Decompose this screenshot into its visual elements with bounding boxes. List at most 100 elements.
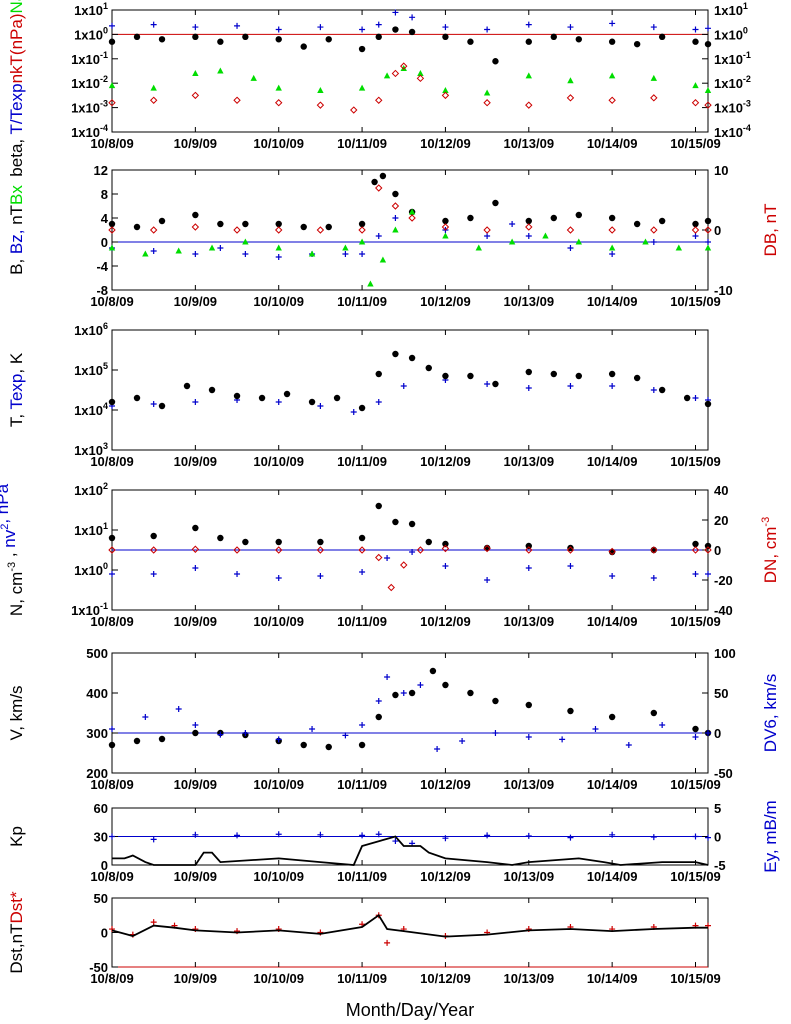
data-point-Kp-blue (392, 838, 399, 845)
data-point-beta-blue (192, 24, 199, 31)
data-point-V-blue (625, 742, 632, 748)
data-point-V-black (525, 701, 532, 709)
data-point-beta-green (650, 74, 658, 81)
data-point-Kp-blue (567, 834, 574, 841)
data-point-T-black (425, 364, 432, 372)
data-point-V-blue (400, 690, 407, 696)
y-right-axis-label-Kp: Ey, mB/m (761, 800, 780, 872)
x-axis-title: Month/Day/Year (346, 1000, 474, 1020)
data-point-N-blue (409, 549, 416, 555)
data-point-N-black (150, 532, 157, 540)
x-tick-label: 10/8/09 (90, 136, 133, 151)
data-point-B-green (308, 250, 316, 257)
x-tick-label: 10/8/09 (90, 777, 133, 792)
x-tick-label: 10/11/09 (337, 869, 387, 884)
data-point-B-blue (609, 251, 616, 257)
data-point-B-red (525, 223, 533, 231)
data-point-beta-red (375, 96, 383, 104)
data-point-Dst-red (384, 939, 391, 946)
x-tick-label: 10/15/09 (670, 136, 721, 151)
data-point-N-red (358, 546, 366, 554)
data-point-T-black (183, 382, 191, 390)
y-axis-label-part: nT (7, 205, 26, 225)
data-point-V-black (158, 735, 166, 743)
y-tick-label: 400 (86, 686, 108, 701)
y-tick-label: -4 (96, 259, 108, 274)
data-point-N-black (392, 518, 399, 526)
data-point-B-green (379, 256, 387, 263)
data-point-B-green (608, 244, 616, 251)
x-tick-label: 10/14/09 (587, 454, 638, 469)
data-point-N-red (316, 546, 325, 554)
data-point-beta-black (133, 33, 141, 41)
y-axis-label-part: Dst* (7, 891, 26, 924)
x-tick-label: 10/10/09 (253, 777, 304, 792)
data-point-T-blue (692, 395, 699, 401)
data-point-V-blue (492, 730, 499, 736)
data-point-beta-green (442, 87, 449, 94)
data-point-N-red (233, 546, 241, 554)
x-tick-label: 10/9/09 (174, 454, 217, 469)
x-tick-label: 10/9/09 (174, 777, 217, 792)
data-point-B-blue (525, 233, 532, 239)
data-point-B-black (325, 223, 332, 231)
data-point-B-black (275, 220, 282, 228)
y-tick-label: 1x106 (74, 321, 108, 338)
data-point-beta-red (608, 96, 616, 104)
data-point-B-blue (217, 245, 224, 251)
y-axis-label-part: , (0, 548, 19, 562)
data-point-T-black (525, 368, 532, 376)
data-point-beta-black (492, 58, 499, 65)
data-point-beta-green (217, 67, 224, 74)
data-point-beta-black (108, 38, 116, 45)
data-point-T-blue (400, 383, 407, 389)
data-point-V-blue (142, 714, 149, 720)
data-point-N-red (566, 546, 575, 554)
data-point-B-black (133, 223, 141, 231)
data-point-T-black (608, 370, 616, 378)
data-point-N-blue (150, 571, 157, 577)
data-point-B-blue (192, 251, 199, 257)
data-point-N-black (408, 520, 416, 528)
data-point-T-black (258, 394, 266, 402)
x-tick-label: 10/12/09 (420, 614, 471, 629)
data-point-beta-blue (375, 21, 382, 28)
y-tick-label: 1x103 (74, 441, 108, 458)
data-point-beta-black (692, 38, 699, 45)
data-point-B-blue (509, 221, 516, 227)
y-right-tick-label: -40 (714, 603, 733, 618)
y-axis-label-part: N, cm (7, 572, 26, 616)
x-tick-label: 10/12/09 (420, 777, 471, 792)
data-point-beta-black (275, 36, 282, 43)
data-point-beta-black (158, 36, 166, 43)
x-tick-label: 10/11/09 (337, 454, 387, 469)
x-tick-label: 10/15/09 (670, 971, 721, 986)
data-point-B-green (342, 244, 349, 251)
y-right-tick-label: -50 (714, 766, 733, 781)
data-point-beta-green (704, 87, 712, 94)
y-right-tick-label: 0 (714, 830, 721, 845)
x-tick-label: 10/11/09 (337, 136, 387, 151)
data-point-V-blue (525, 734, 532, 740)
data-point-N-red (691, 546, 700, 554)
data-point-N-blue (692, 571, 699, 577)
data-point-beta-red (391, 69, 400, 78)
data-point-V-black (650, 709, 658, 717)
x-tick-label: 10/9/09 (174, 614, 217, 629)
data-point-T-black (233, 392, 241, 400)
x-tick-label: 10/13/09 (503, 971, 554, 986)
data-point-beta-blue (150, 21, 157, 28)
data-point-beta-black (408, 28, 416, 36)
data-point-V-black (300, 741, 307, 749)
data-point-B-black (692, 220, 699, 228)
data-point-beta-green (567, 77, 574, 84)
data-point-B-green (392, 226, 399, 233)
x-tick-label: 10/13/09 (503, 454, 554, 469)
data-point-beta-black (467, 38, 474, 45)
data-point-B-black (658, 217, 666, 225)
data-point-V-blue (592, 726, 599, 732)
data-point-B-blue (392, 215, 399, 221)
data-point-N-blue (192, 565, 199, 571)
x-tick-label: 10/14/09 (587, 869, 638, 884)
data-point-beta-blue (705, 25, 711, 32)
